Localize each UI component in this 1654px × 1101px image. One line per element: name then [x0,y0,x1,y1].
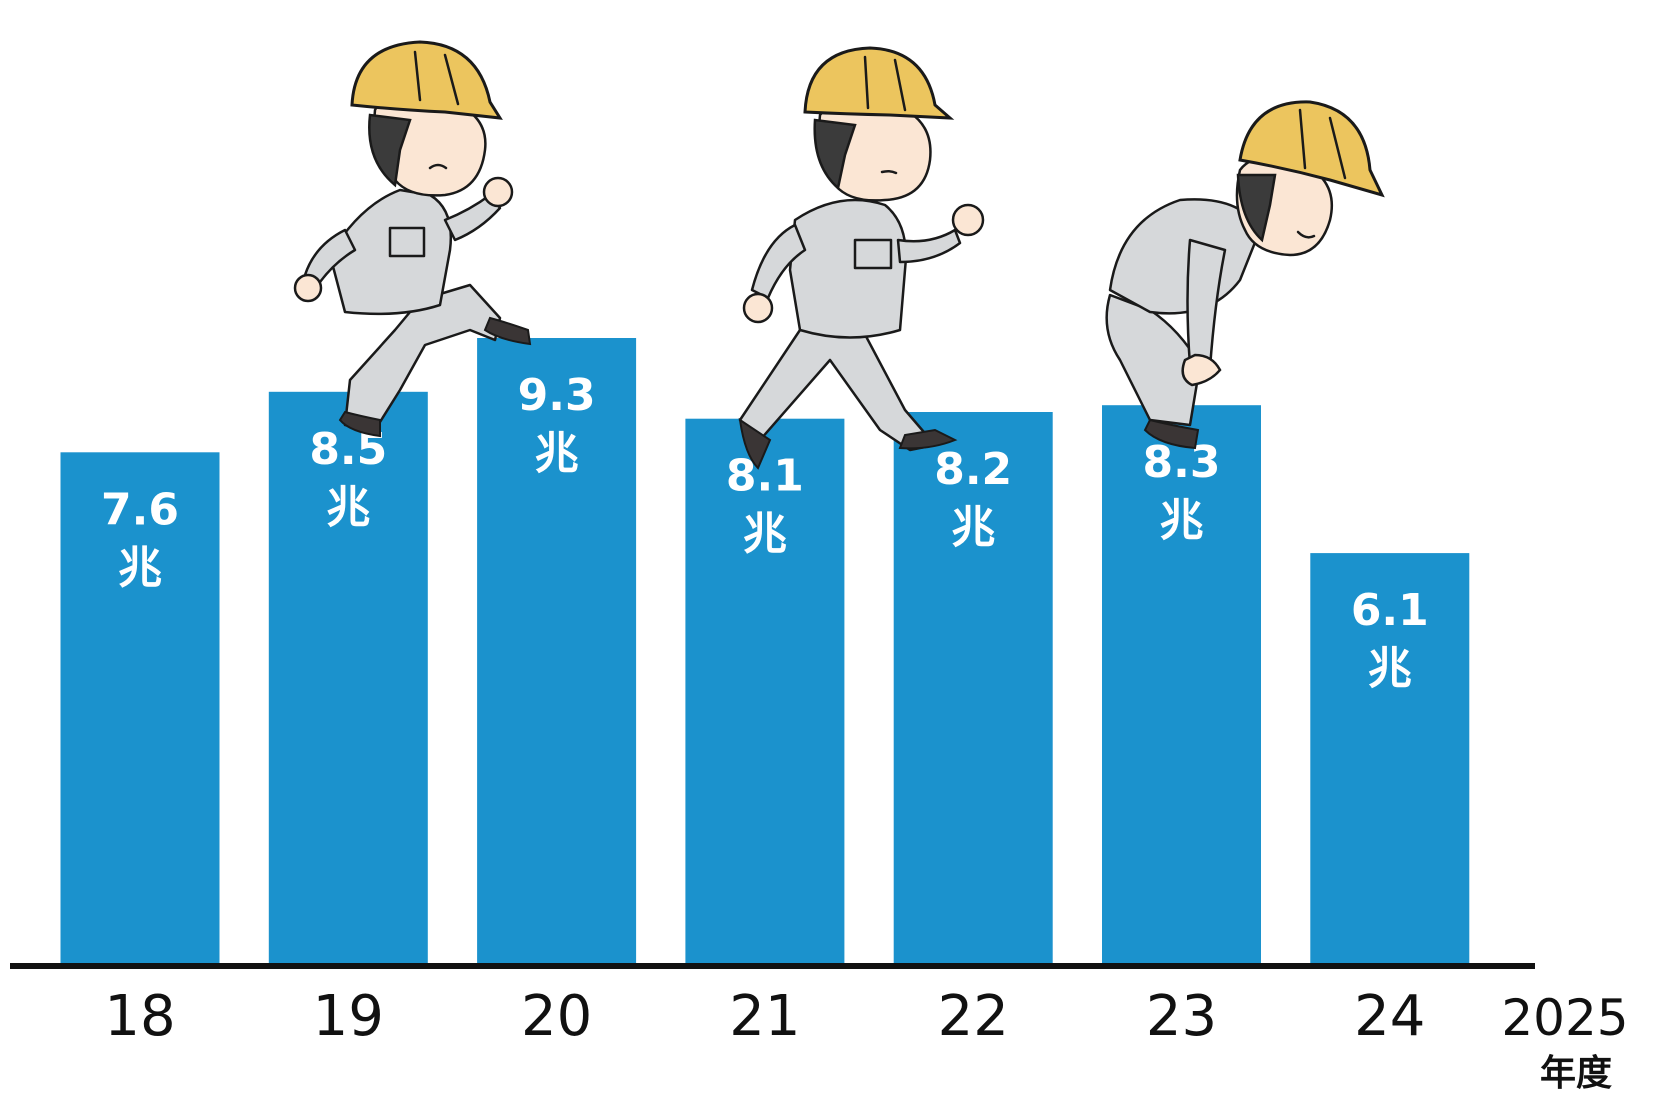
value-label-22: 8.2 [934,444,1012,495]
x-axis-end-label: 2025 [1501,989,1628,1047]
value-unit-label-23: 兆 [1160,495,1204,546]
value-unit-label-19: 兆 [326,482,370,533]
x-tick-labels-group: 18 19 20 21 22 23 24 [104,984,1425,1049]
bar-24 [1310,553,1470,963]
value-label-24: 6.1 [1351,585,1429,636]
bar-21 [685,418,845,963]
value-unit-label-24: 兆 [1368,643,1412,694]
bars-group [60,338,1470,963]
value-labels-group: 7.6兆8.5兆9.3兆 8.1兆8.2兆8.3兆6.1兆 [101,370,1429,694]
value-label-20: 9.3 [518,370,596,421]
x-axis-unit-label: 年度 [1540,1053,1612,1094]
bar-23 [1102,405,1261,963]
x-tick-label-21: 21 [729,984,800,1049]
value-unit-label-20: 兆 [535,428,579,479]
value-unit-label-22: 兆 [951,502,995,553]
x-tick-label-20: 20 [521,984,592,1049]
bar-20 [477,338,637,963]
value-label-18: 7.6 [101,484,179,535]
x-tick-label-18: 18 [104,984,175,1049]
x-tick-label-23: 23 [1146,984,1217,1049]
bar-19 [268,391,428,963]
value-label-21: 8.1 [726,451,804,502]
value-unit-label-21: 兆 [743,509,787,560]
x-tick-label-19: 19 [313,984,384,1049]
worker-climbing-icon [293,40,532,438]
bar-22 [893,412,1053,963]
bar-18 [60,452,220,963]
x-tick-label-24: 24 [1354,984,1425,1049]
worker-walking-icon [738,46,985,470]
worker-tired-icon [1105,100,1385,450]
x-tick-label-22: 22 [938,984,1009,1049]
value-unit-label-18: 兆 [118,542,162,593]
